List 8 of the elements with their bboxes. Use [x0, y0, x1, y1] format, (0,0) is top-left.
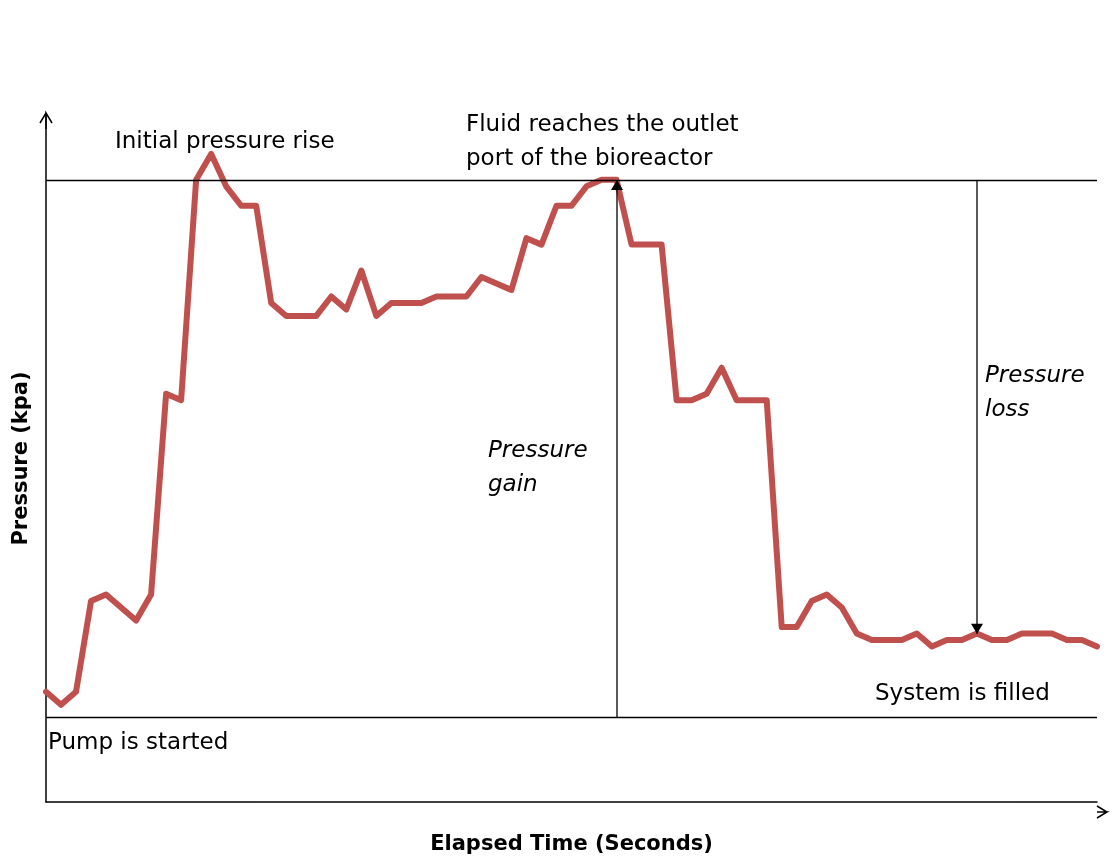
annotation: Pressure loss: [985, 361, 1092, 421]
annotation: System is filled: [875, 679, 1050, 705]
y-axis-title: Pressure (kpa): [7, 371, 32, 546]
annotation: Pump is started: [48, 728, 229, 754]
x-axis-title: Elapsed Time (Seconds): [430, 830, 713, 855]
annotation: Fluid reaches the outlet port of the bioreactor: [466, 110, 746, 170]
text: Initial pressure rise: [115, 127, 335, 153]
annotation: Pressure gain: [488, 436, 595, 496]
